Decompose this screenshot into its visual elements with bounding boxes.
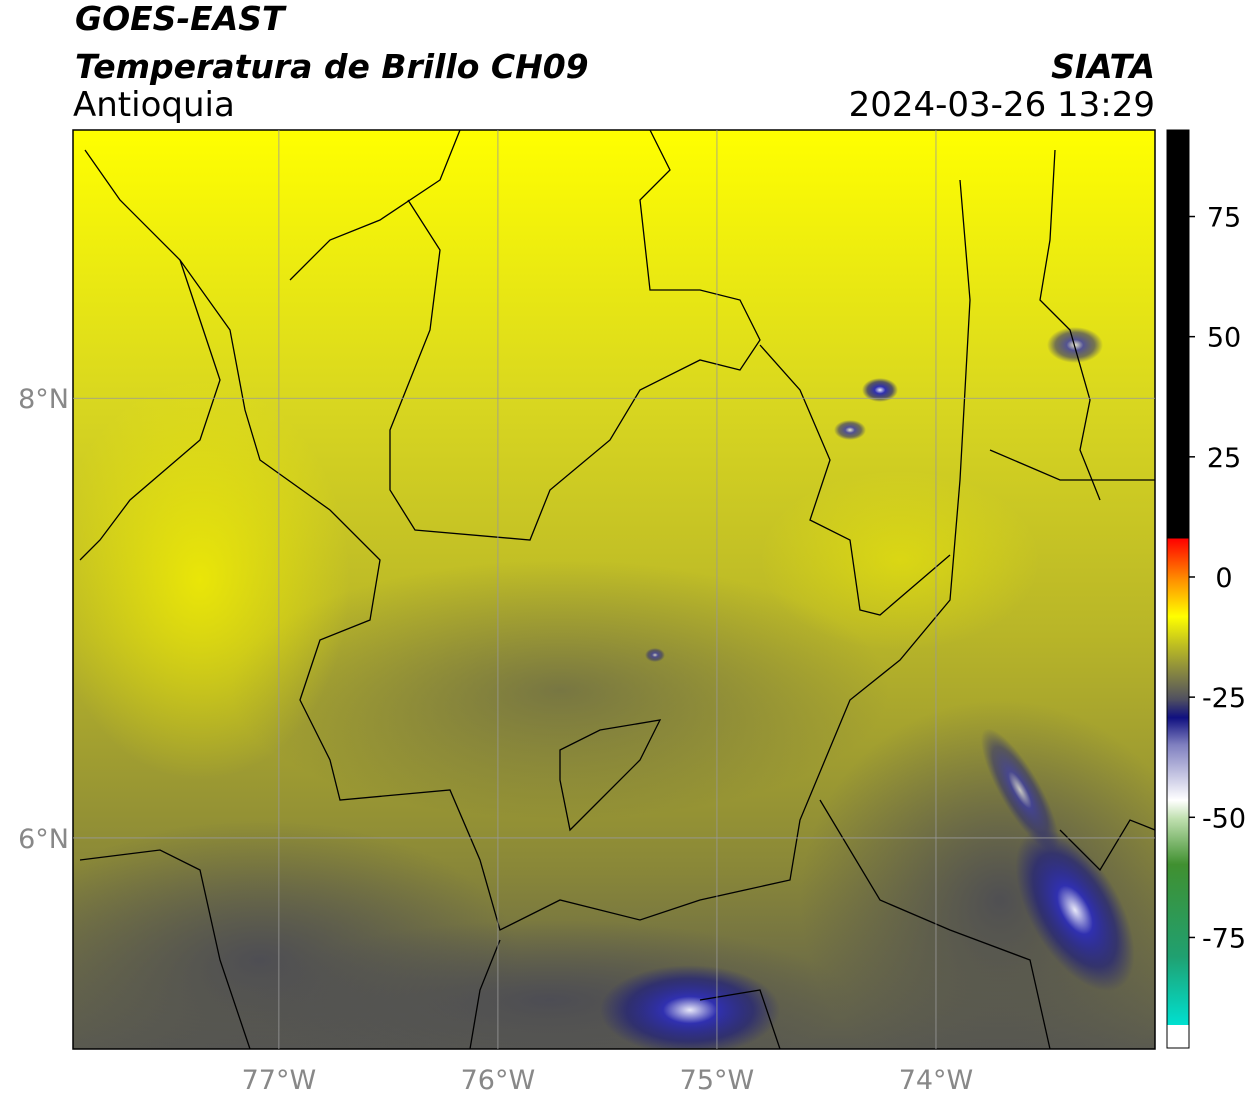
region: Antioquia xyxy=(73,85,235,125)
colorbar-tick-label: 0 xyxy=(1215,563,1232,594)
subtitle: Temperatura de Brillo CH09 xyxy=(75,47,589,86)
colorbar-tick-label: 25 xyxy=(1207,443,1241,474)
colorbar xyxy=(1166,129,1190,1049)
map-field xyxy=(73,130,1155,1049)
x-tick-label: 77°W xyxy=(242,1065,317,1096)
x-tick-label: 75°W xyxy=(680,1065,755,1096)
y-tick-label: 8°N xyxy=(18,384,69,415)
y-tick-label: 6°N xyxy=(18,824,69,855)
x-tick-label: 76°W xyxy=(461,1065,536,1096)
map-frame xyxy=(72,129,1156,1050)
datetime: 2024-03-26 13:29 xyxy=(849,85,1155,125)
colorbar-tick-label: 75 xyxy=(1207,203,1241,234)
colorbar-tick-label: -50 xyxy=(1202,803,1246,834)
colorbar-tick-label: -25 xyxy=(1202,683,1246,714)
source: SIATA xyxy=(1051,47,1155,86)
colorbar-tick-label: 50 xyxy=(1207,323,1241,354)
colorbar-tick-label: -75 xyxy=(1202,923,1246,954)
title: GOES-EAST xyxy=(75,0,287,38)
x-tick-label: 74°W xyxy=(899,1065,974,1096)
